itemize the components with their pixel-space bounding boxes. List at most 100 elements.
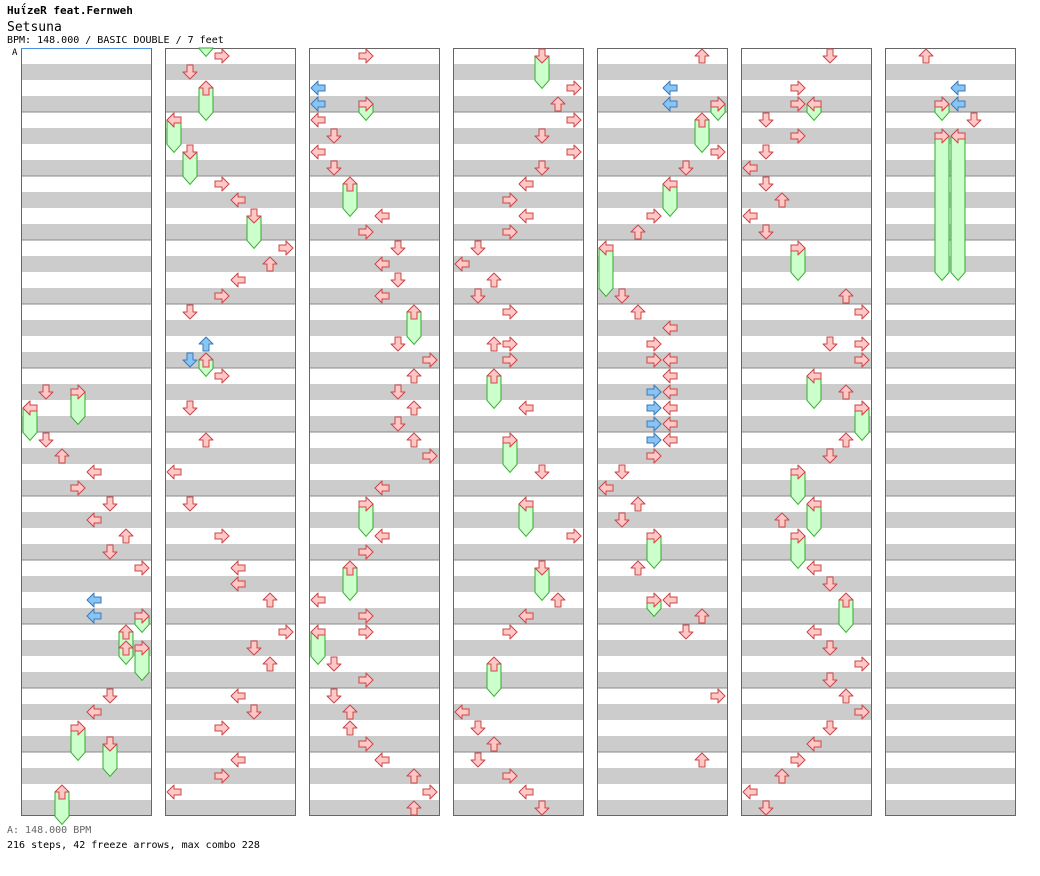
beat-stripe <box>597 640 728 656</box>
up-arrow-red-icon <box>406 768 422 784</box>
beat-stripe <box>165 128 296 144</box>
right-arrow-red-icon <box>278 240 294 256</box>
beat-stripe <box>885 64 1016 80</box>
down-arrow-red-icon <box>758 144 774 160</box>
column-border <box>597 48 728 816</box>
up-freeze-head-icon <box>694 112 710 128</box>
arrow-shape <box>422 448 438 464</box>
arrow-shape <box>342 560 358 576</box>
beat-stripe <box>453 320 584 336</box>
left-arrow-red-icon <box>518 400 534 416</box>
right-freeze-head-icon <box>646 592 662 608</box>
beat-stripe <box>453 576 584 592</box>
left-arrow-red-icon <box>742 784 758 800</box>
arrow-shape <box>390 336 406 352</box>
beat-stripe <box>453 224 584 240</box>
beat-stripe <box>885 448 1016 464</box>
up-arrow-red-icon <box>342 720 358 736</box>
right-arrow-red-icon <box>790 80 806 96</box>
left-arrow-blue-icon <box>310 80 326 96</box>
left-arrow-red-icon <box>518 784 534 800</box>
arrow-shape <box>790 80 806 96</box>
left-arrow-red-icon <box>374 256 390 272</box>
beat-stripe <box>741 480 872 496</box>
chart-column <box>597 48 728 816</box>
up-arrow-red-icon <box>118 528 134 544</box>
arrow-shape <box>694 48 710 64</box>
arrow-shape <box>774 192 790 208</box>
down-arrow-red-icon <box>326 160 342 176</box>
arrow-shape <box>822 448 838 464</box>
arrow-shape <box>390 416 406 432</box>
arrow-shape <box>662 176 678 192</box>
beat-stripe <box>741 800 872 816</box>
beat-stripe <box>309 640 440 656</box>
up-arrow-red-icon <box>550 96 566 112</box>
beat-stripe <box>741 768 872 784</box>
beat-stripe <box>309 352 440 368</box>
right-arrow-red-icon <box>566 144 582 160</box>
up-arrow-red-icon <box>486 272 502 288</box>
right-arrow-blue-icon <box>646 432 662 448</box>
left-freeze-head-icon <box>598 240 614 256</box>
right-freeze-head-icon <box>70 384 86 400</box>
up-arrow-red-icon <box>342 704 358 720</box>
chart-column <box>21 48 152 826</box>
beat-stripe <box>21 160 152 176</box>
arrow-shape <box>822 640 838 656</box>
down-freeze-head-icon <box>102 736 118 752</box>
bpm-marker-line <box>21 48 151 49</box>
arrow-shape <box>326 656 342 672</box>
arrow-shape <box>790 752 806 768</box>
left-arrow-blue-icon <box>86 608 102 624</box>
right-arrow-red-icon <box>710 144 726 160</box>
down-arrow-red-icon <box>326 128 342 144</box>
right-arrow-red-icon <box>422 448 438 464</box>
down-arrow-red-icon <box>822 448 838 464</box>
arrow-shape <box>534 560 550 576</box>
beat-stripe <box>597 544 728 560</box>
arrow-shape <box>166 464 182 480</box>
beat-stripe <box>453 352 584 368</box>
beat-stripe <box>21 192 152 208</box>
up-arrow-red-icon <box>406 432 422 448</box>
arrow-shape <box>806 560 822 576</box>
left-arrow-red-icon <box>662 432 678 448</box>
beat-stripe <box>165 800 296 816</box>
beat-stripe <box>885 480 1016 496</box>
arrow-shape <box>822 48 838 64</box>
arrow-shape <box>774 512 790 528</box>
chart-column <box>309 48 440 816</box>
right-arrow-red-icon <box>358 544 374 560</box>
arrow-shape <box>54 784 70 800</box>
down-arrow-red-icon <box>534 800 550 816</box>
down-arrow-red-icon <box>390 384 406 400</box>
arrow-shape <box>214 288 230 304</box>
arrow-shape <box>662 96 678 112</box>
beat-stripe <box>165 480 296 496</box>
arrow-shape <box>454 256 470 272</box>
down-arrow-red-icon <box>470 288 486 304</box>
arrow-shape <box>630 496 646 512</box>
arrow-shape <box>198 432 214 448</box>
left-arrow-red-icon <box>662 384 678 400</box>
beat-stripe <box>165 544 296 560</box>
up-arrow-blue-icon <box>198 336 214 352</box>
arrow-shape <box>230 272 246 288</box>
arrow-shape <box>406 768 422 784</box>
up-freeze-head-icon <box>342 560 358 576</box>
arrow-shape <box>70 720 86 736</box>
right-arrow-red-icon <box>566 80 582 96</box>
beat-stripe <box>453 416 584 432</box>
arrow-shape <box>662 368 678 384</box>
arrow-shape <box>310 144 326 160</box>
down-arrow-red-icon <box>182 64 198 80</box>
left-freeze-head-icon <box>166 112 182 128</box>
right-arrow-red-icon <box>854 304 870 320</box>
beat-stripe <box>165 704 296 720</box>
beat-stripe <box>741 416 872 432</box>
arrow-shape <box>518 176 534 192</box>
down-arrow-red-icon <box>390 272 406 288</box>
left-arrow-red-icon <box>374 480 390 496</box>
arrow-shape <box>374 480 390 496</box>
